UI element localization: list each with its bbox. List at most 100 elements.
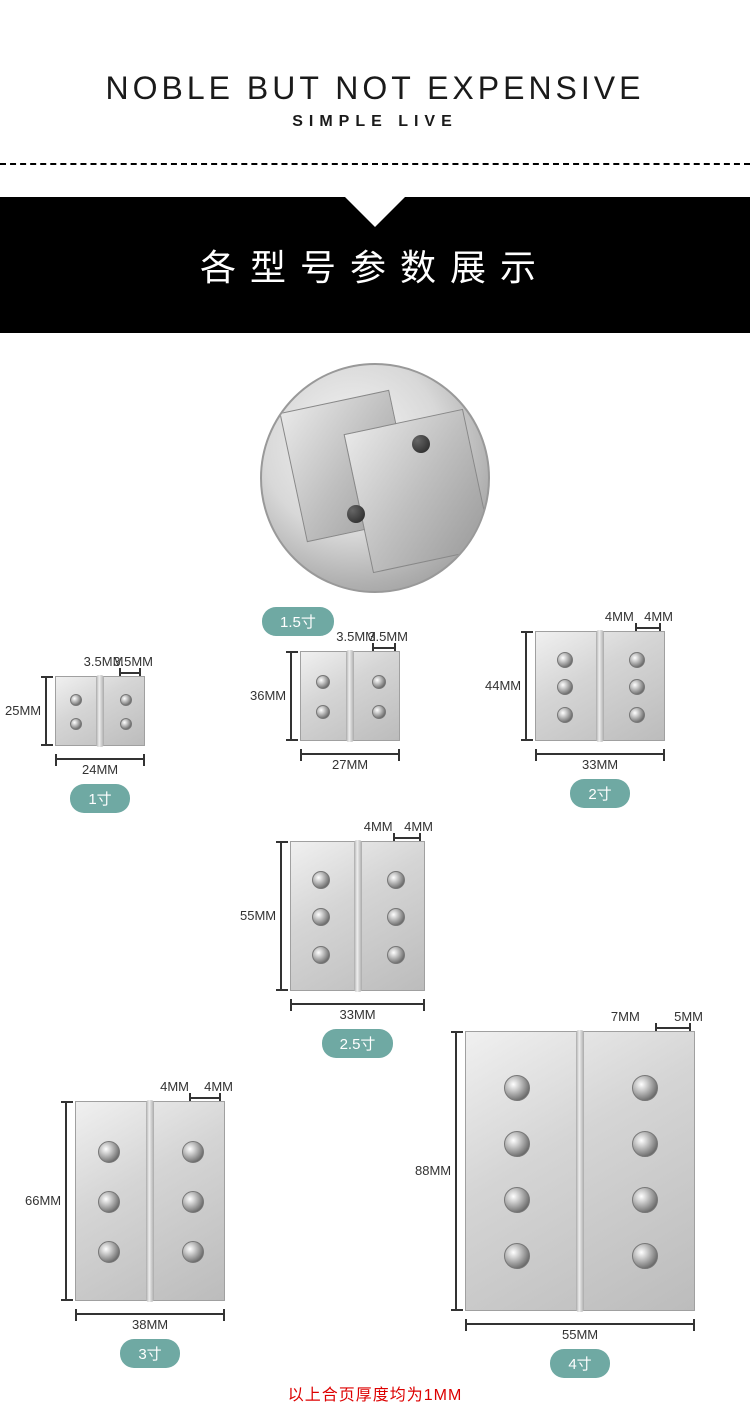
hinge-hole	[372, 675, 386, 689]
header: NOBLE BUT NOT EXPENSIVE SIMPLE LIVE	[0, 0, 750, 151]
width-label: 38MM	[132, 1317, 168, 1332]
hinge-hole	[504, 1075, 530, 1101]
height-dimension-line	[65, 1101, 67, 1301]
hole-dimension-line	[393, 837, 421, 839]
hinge-graphic	[55, 676, 145, 746]
hinge-hole	[372, 705, 386, 719]
hinge-hole	[120, 694, 132, 706]
hole-spacing-label: 4MM	[644, 609, 673, 624]
hinge-hole	[629, 707, 645, 723]
hinge-spec-item: 4MM4MM44MM33MM2寸	[535, 613, 665, 808]
hinge-graphic	[535, 631, 665, 741]
hinge-hole	[387, 908, 405, 926]
hinge-graphic	[75, 1101, 225, 1301]
width-dimension: 55MM	[465, 1317, 695, 1341]
hinge-hole	[557, 652, 573, 668]
hole-spacing-label: 5MM	[674, 1009, 703, 1024]
hinge-hole	[504, 1243, 530, 1269]
hole-dimension-line	[119, 672, 141, 674]
hole-dimension-row: 7MM5MM	[465, 1013, 695, 1031]
hinge-hole	[316, 705, 330, 719]
width-dimension: 24MM	[55, 752, 145, 776]
hinge-hole	[70, 718, 82, 730]
size-badge-row: 3寸	[75, 1331, 225, 1368]
hinge-pin	[354, 840, 362, 992]
hinge-hole	[98, 1141, 120, 1163]
hinge-graphic	[300, 651, 400, 741]
hinge-hole	[312, 871, 330, 889]
hinge-pin	[346, 650, 354, 742]
width-dimension: 38MM	[75, 1307, 225, 1331]
hole-dimension-row: 4MM4MM	[290, 823, 425, 841]
size-badge: 2寸	[570, 779, 629, 808]
width-dimension: 33MM	[290, 997, 425, 1021]
hinge-pin	[596, 630, 604, 742]
height-label: 55MM	[240, 908, 276, 923]
hole-dimension-line	[189, 1097, 221, 1099]
width-dimension: 27MM	[300, 747, 400, 771]
width-dimension-line	[535, 753, 665, 755]
hinge-hole	[387, 871, 405, 889]
height-label: 66MM	[25, 1193, 61, 1208]
hole-dimension-line	[655, 1027, 691, 1029]
height-dimension-line	[280, 841, 282, 991]
width-dimension-line	[290, 1003, 425, 1005]
size-badge: 3寸	[120, 1339, 179, 1368]
hinge-hole	[70, 694, 82, 706]
hole-diameter-label: 4MM	[160, 1079, 189, 1094]
size-badge-row: 2.5寸	[290, 1021, 425, 1058]
width-dimension-line	[300, 753, 400, 755]
hinge-hole	[504, 1131, 530, 1157]
hole-dimension-line	[635, 627, 661, 629]
hole-diameter-label: 4MM	[364, 819, 393, 834]
hinge-hole	[387, 946, 405, 964]
size-badge-row: 2寸	[535, 771, 665, 808]
hole-spacing-label: 4MM	[204, 1079, 233, 1094]
size-badge-row: 4寸	[465, 1341, 695, 1378]
hinge-spec-item: 3.5MM3.5MM36MM27MM1.5寸	[300, 633, 400, 771]
hinge-hole	[120, 718, 132, 730]
width-dimension-line	[465, 1323, 695, 1325]
width-dimension-line	[55, 758, 145, 760]
header-title: NOBLE BUT NOT EXPENSIVE	[0, 70, 750, 107]
hole-diameter-label: 4MM	[605, 609, 634, 624]
height-label: 36MM	[250, 688, 286, 703]
width-dimension-line	[75, 1313, 225, 1315]
hole-diameter-label: 7MM	[611, 1009, 640, 1024]
size-badge: 1寸	[70, 784, 129, 813]
hinge-spec-item: 3.5MM3.5MM25MM24MM1寸	[55, 658, 145, 813]
section-banner: 各型号参数展示	[0, 197, 750, 333]
hinge-hole	[98, 1241, 120, 1263]
height-dimension-line	[45, 676, 47, 746]
size-badge: 2.5寸	[322, 1029, 394, 1058]
hinge-hole	[629, 679, 645, 695]
hole-dimension-row: 4MM4MM	[535, 613, 665, 631]
height-label: 25MM	[5, 703, 41, 718]
hinge-graphic	[290, 841, 425, 991]
hinge-hole	[632, 1131, 658, 1157]
hinge-hole	[557, 679, 573, 695]
hinge-hole	[632, 1243, 658, 1269]
triangle-pointer-icon	[345, 197, 405, 227]
width-label: 33MM	[340, 1007, 376, 1022]
hinge-spec-item: 4MM4MM66MM38MM3寸	[75, 1083, 225, 1368]
size-badge-row: 1.5寸	[262, 599, 334, 636]
header-subtitle: SIMPLE LIVE	[0, 113, 750, 131]
spec-grid: 3.5MM3.5MM 25MM 24MM 1寸 3.5MM3.5MM36MM27MM1.…	[0, 613, 750, 1373]
hole-spacing-label: 4MM	[404, 819, 433, 834]
hinge-hole	[557, 707, 573, 723]
hole-dimension-row: 3.5MM3.5MM	[55, 658, 145, 676]
hinge-hole	[629, 652, 645, 668]
product-photo-circle	[260, 363, 490, 593]
width-label: 55MM	[562, 1327, 598, 1342]
hinge-hole	[632, 1187, 658, 1213]
height-label: 44MM	[485, 678, 521, 693]
hinge-hole	[182, 1141, 204, 1163]
hinge-hole	[312, 908, 330, 926]
divider-dashed	[0, 163, 750, 165]
hinge-spec-item: 4MM4MM55MM33MM2.5寸	[290, 823, 425, 1058]
hinge-hole	[312, 946, 330, 964]
hole-spacing-label: 3.5MM	[368, 629, 408, 644]
size-badge-row: 1寸	[55, 776, 145, 813]
hole-dimension-line	[372, 647, 396, 649]
